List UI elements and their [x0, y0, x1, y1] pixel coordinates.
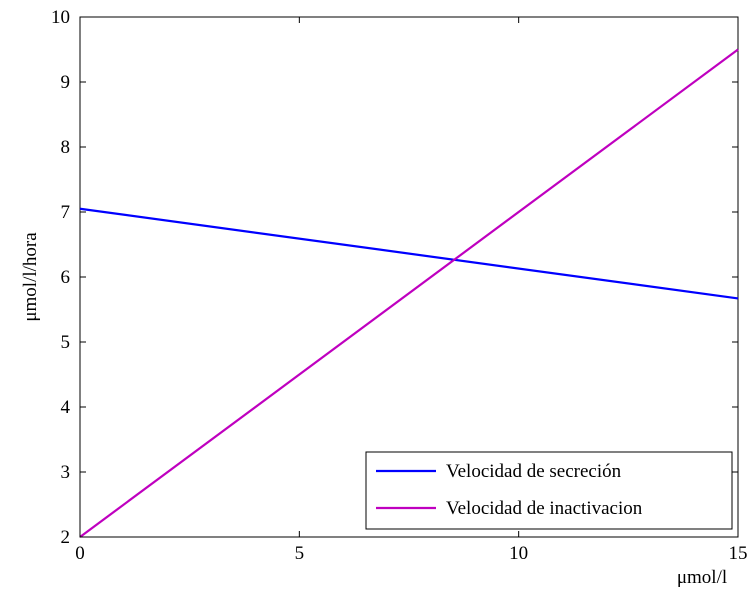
y-tick-label: 7: [61, 202, 71, 223]
y-tick-label: 9: [61, 72, 71, 93]
legend-entry-1: Velocidad de inactivacion: [446, 498, 643, 519]
y-tick-label: 10: [51, 7, 70, 28]
legend: Velocidad de secreción Velocidad de inact…: [365, 451, 733, 530]
plot-frame: [79, 16, 739, 538]
legend-box: [365, 451, 733, 530]
x-tick-label: 5: [295, 543, 305, 564]
y-tick-label: 5: [61, 332, 71, 353]
plot-area: [79, 16, 739, 538]
axis-ticks: [79, 16, 739, 538]
x-tick-label: 15: [729, 543, 748, 564]
y-tick-label: 2: [61, 527, 71, 548]
tick-labels: 0 5 10 15 2 3 4 5 6 7 8 9 10: [51, 7, 748, 564]
x-tick-label: 0: [75, 543, 85, 564]
x-axis-label: μmol/l: [677, 567, 727, 588]
y-tick-label: 6: [61, 267, 71, 288]
series-line-1: [79, 48, 739, 538]
legend-entry-0: Velocidad de secreción: [446, 461, 622, 482]
series-line-0: [79, 207, 739, 300]
y-tick-label: 8: [61, 137, 71, 158]
x-tick-label: 10: [509, 543, 528, 564]
series-lines: [79, 48, 739, 538]
y-axis-label: μmol/l/hora: [20, 232, 41, 322]
y-tick-label: 3: [61, 462, 71, 483]
y-tick-label: 4: [61, 397, 71, 418]
